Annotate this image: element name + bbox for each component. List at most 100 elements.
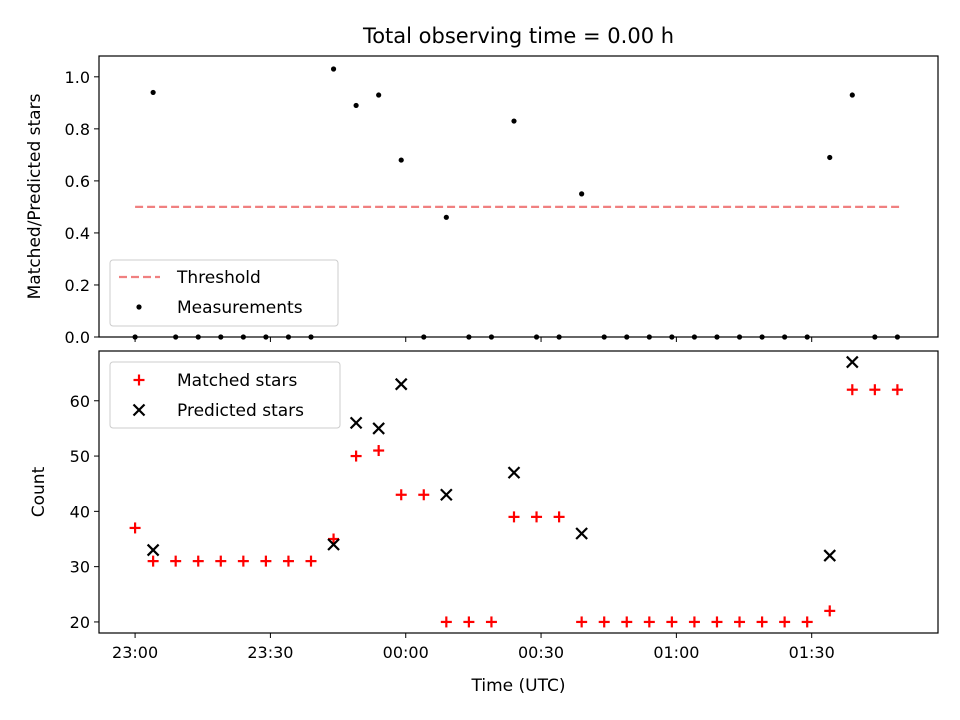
matched-star-point (147, 555, 159, 567)
y-tick-label: 0.8 (65, 120, 90, 139)
predicted-star-point (440, 488, 453, 502)
x-tick-label: 00:30 (518, 643, 564, 662)
count-plot: Count Time (UTC) 20 30 40 50 60 23:00 23:30 00:00… (29, 350, 939, 696)
matched-star-point (170, 555, 182, 567)
x-stroke-b (575, 527, 588, 540)
predicted-star-point (327, 538, 340, 551)
measurement-point (827, 154, 833, 161)
matched-star-point (463, 616, 475, 628)
matched-star-point (237, 555, 249, 567)
y-tick-label: 60 (70, 392, 90, 411)
matched-star-point (418, 489, 430, 501)
matched-star-point (576, 616, 588, 628)
x-stroke-b (146, 543, 160, 557)
legend-predicted-label: Predicted stars (177, 401, 304, 421)
y-tick-label: 0.6 (65, 172, 90, 191)
matched-star-point (756, 616, 768, 628)
matched-star-point (621, 616, 633, 628)
x-stroke-b (846, 355, 859, 369)
y-tick-label: 40 (70, 502, 90, 521)
matched-star-point (531, 511, 543, 523)
matched-star-point (192, 555, 204, 567)
predicted-star-point (146, 543, 160, 557)
legend: Threshold Measurements (109, 259, 339, 327)
x-stroke-b (349, 416, 363, 430)
matched-star-point (305, 555, 317, 567)
matched-star-point (598, 616, 610, 628)
predicted-star-point (575, 527, 588, 540)
y-axis-label: Count (29, 466, 49, 517)
legend-matched-label: Matched stars (177, 371, 297, 391)
legend-box (109, 361, 341, 429)
legend-measurement-label: Measurements (177, 298, 303, 318)
legend: Matched stars Predicted stars (109, 361, 341, 429)
x-tick-label: 00:00 (383, 643, 429, 662)
y-tick-label: 0.0 (65, 328, 90, 347)
measurement-point (849, 92, 855, 98)
y-tick-label: 1.0 (65, 68, 90, 87)
matched-star-point (328, 533, 340, 545)
legend-box (109, 259, 339, 327)
x-stroke-b (372, 422, 385, 435)
y-tick-label: 20 (70, 613, 90, 632)
predicted-star-point (846, 355, 859, 369)
matched-star-point (440, 616, 452, 628)
matched-star-point (711, 616, 723, 628)
predicted-star-point (372, 422, 385, 435)
x-tick-label: 23:30 (247, 643, 293, 662)
matched-star-point (215, 555, 227, 567)
x-stroke-b (440, 488, 453, 502)
legend-threshold-label: Threshold (176, 268, 261, 288)
predicted-star-point (394, 377, 408, 391)
matched-star-point (553, 511, 565, 523)
matched-star-point (734, 616, 746, 628)
x-stroke-b (507, 466, 521, 479)
ratio-plot: Total observing time = 0.00 h Matched/Pre… (25, 24, 939, 347)
matched-star-point (688, 616, 700, 628)
matched-star-point (282, 555, 294, 567)
measurement-point (376, 92, 382, 98)
measurement-point (398, 157, 404, 163)
measurement-point (579, 191, 585, 197)
legend-matched-swatch (133, 374, 145, 386)
y-tick-label: 50 (70, 447, 90, 466)
y-tick-label: 0.2 (65, 276, 90, 295)
legend-measurement-swatch (136, 304, 142, 310)
measurement-point (353, 102, 359, 109)
x-stroke-b (823, 549, 837, 562)
predicted-star-point (349, 416, 363, 430)
matched-star-point (373, 445, 385, 457)
plot-frame (98, 55, 939, 338)
matched-star-point (508, 511, 520, 523)
measurement-point (511, 118, 517, 124)
y-tick-label: 30 (70, 558, 90, 577)
x-tick-label: 01:00 (653, 643, 699, 662)
matched-star-point (779, 616, 791, 628)
measurement-point (443, 214, 449, 220)
measurement-point (150, 89, 156, 96)
x-stroke-b (327, 538, 340, 551)
predicted-star-point (823, 549, 837, 562)
x-axis-label: Time (UTC) (471, 676, 566, 696)
matched-star-point (643, 616, 655, 628)
matched-star-point (824, 605, 836, 617)
matched-star-point (801, 616, 813, 628)
matched-star-point (869, 384, 881, 396)
y-tick-label: 0.4 (65, 224, 90, 243)
plot-frame (98, 350, 939, 634)
measurement-point (330, 66, 337, 72)
matched-star-point (129, 522, 141, 534)
matched-star-point (891, 384, 903, 396)
matched-star-point (846, 384, 858, 396)
y-axis-label: Matched/Predicted stars (25, 93, 45, 299)
x-tick-label: 23:00 (112, 643, 158, 662)
chart-title: Total observing time = 0.00 h (362, 24, 674, 48)
matched-star-point (395, 489, 407, 501)
matched-star-point (666, 616, 678, 628)
matched-star-point (260, 555, 272, 567)
legend-predicted-swatch (132, 403, 146, 417)
matched-star-point (485, 616, 497, 628)
x-tick-label: 01:30 (789, 643, 835, 662)
x-stroke-b (394, 377, 408, 391)
